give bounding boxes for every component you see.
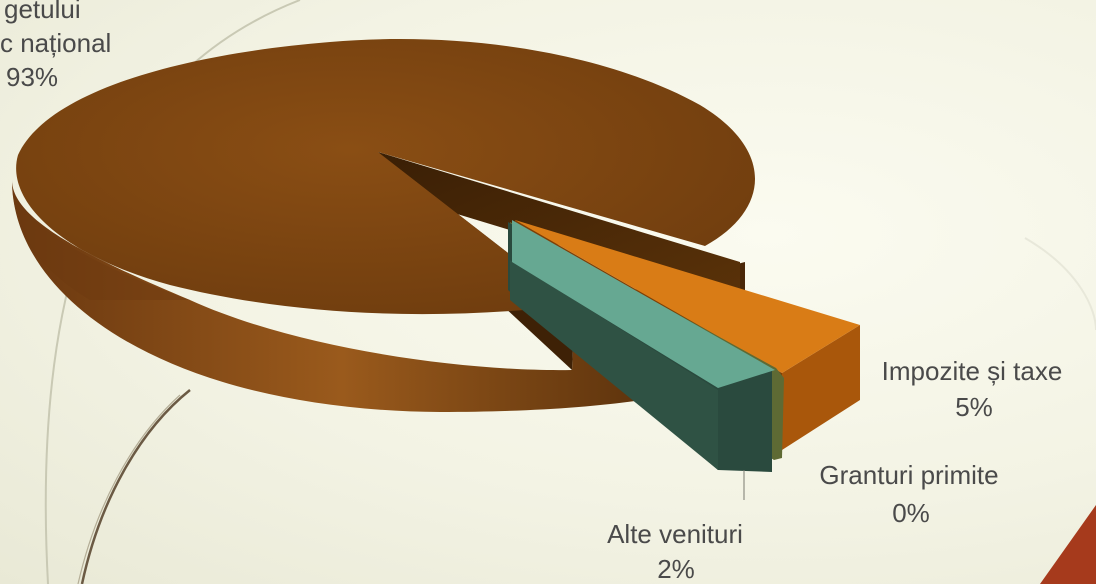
background-arc-lower xyxy=(77,394,181,584)
label-slice-5-name: Impozite și taxe xyxy=(882,356,1063,386)
corner-accent-shape xyxy=(1040,505,1096,584)
pie-slice-2-top xyxy=(512,220,775,388)
pie-slice-5-side xyxy=(782,325,860,450)
pie-slice-93-left-wall xyxy=(12,180,190,300)
label-slice-93-line1: getului xyxy=(4,0,81,24)
label-slice-2-value: 2% xyxy=(657,554,695,584)
label-slice-0-name: Granturi primite xyxy=(819,460,998,490)
pie-slice-2-front xyxy=(510,260,718,470)
pie-slice-93-top xyxy=(16,39,756,315)
background-arc-dark xyxy=(80,389,191,584)
label-slice-93-value: 93% xyxy=(6,62,58,92)
pie-slice-5-top xyxy=(515,220,860,373)
label-slice-2-name: Alte venituri xyxy=(607,519,743,549)
pie-slice-2[interactable] xyxy=(508,220,775,472)
label-slice-93-line2: c național xyxy=(0,28,111,58)
data-labels: getului c național 93% Impozite și taxe … xyxy=(0,0,1062,584)
label-slice-5-value: 5% xyxy=(955,392,993,422)
label-slice-0-value: 0% xyxy=(892,498,930,528)
background-arc-right xyxy=(1024,237,1096,331)
pie-slice-93-side xyxy=(12,180,745,412)
